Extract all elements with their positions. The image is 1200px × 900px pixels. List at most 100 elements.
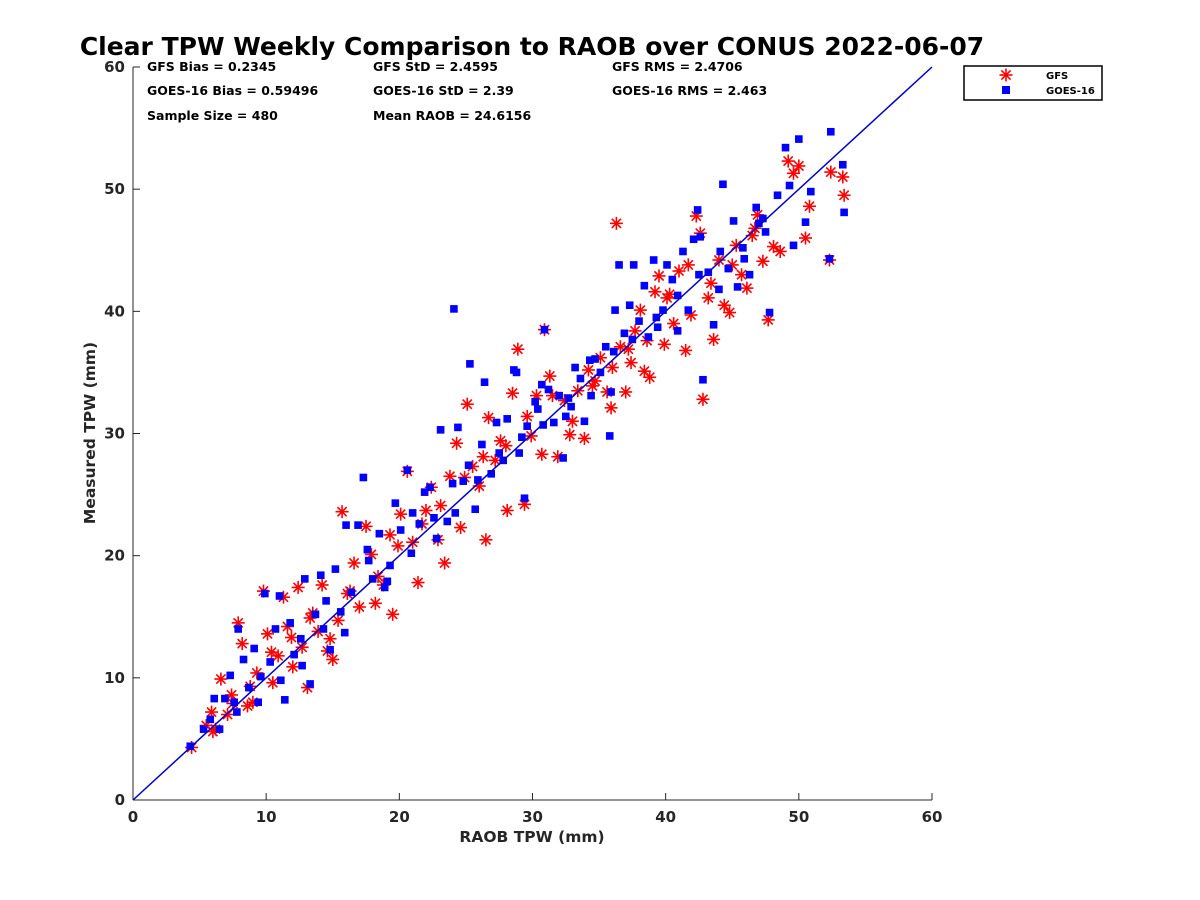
goes-16-point — [838, 160, 847, 169]
gfs-point — [696, 392, 710, 406]
x-tick-label: 40 — [655, 808, 676, 826]
gfs-rms-stat: GFS RMS = 2.4706 — [612, 59, 743, 74]
goes-16-point — [186, 742, 195, 751]
gfs-point — [781, 154, 795, 168]
goes-16-point — [459, 477, 468, 485]
goes-16-point — [580, 417, 589, 426]
goes-16-point — [840, 208, 848, 217]
goes-16-point — [512, 368, 521, 377]
sample-size-stat: Sample Size = 480 — [147, 108, 278, 123]
goes-16-point — [550, 418, 558, 427]
gfs-point — [323, 632, 337, 646]
gfs-point — [419, 503, 433, 517]
goes-16-point — [571, 363, 579, 372]
goes-16-point — [300, 575, 309, 583]
goes-16-point — [740, 255, 749, 263]
legend: GFS GOES-16 — [963, 65, 1103, 101]
gfs-point — [802, 199, 816, 213]
gfs-point — [286, 660, 300, 674]
goes-16-point — [448, 479, 457, 488]
gfs-point — [315, 578, 329, 592]
gfs-point — [735, 268, 749, 282]
goes-16-point — [596, 368, 605, 377]
goes-16-point — [789, 241, 798, 250]
goes-16-point — [699, 375, 707, 384]
goes-16-point — [492, 418, 501, 427]
gfs-point — [648, 285, 662, 299]
gfs-point — [347, 556, 361, 570]
goes-16-point — [430, 513, 438, 522]
gfs-point — [543, 369, 557, 383]
goes-16-point — [615, 261, 623, 269]
gfs-point — [767, 240, 781, 254]
gfs-point — [460, 397, 474, 411]
goes-16-point — [773, 191, 782, 200]
goes-std-stat: GOES-16 StD = 2.39 — [373, 83, 514, 98]
goes-16-point — [781, 143, 790, 152]
goes-16-point — [386, 561, 394, 570]
goes-16-point — [559, 454, 567, 462]
gfs-point — [717, 298, 731, 312]
goes-16-point — [544, 385, 553, 394]
goes-rms-stat: GOES-16 RMS = 2.463 — [612, 83, 767, 98]
gfs-point — [450, 436, 464, 450]
goes-16-point — [383, 577, 392, 586]
gfs-point — [660, 291, 674, 305]
goes-16-point — [230, 698, 239, 707]
legend-gfs-label: GFS — [1046, 71, 1068, 82]
goes-16-point — [471, 505, 480, 514]
gfs-point — [701, 291, 715, 305]
goes-16-point — [375, 529, 384, 538]
gfs-point — [476, 450, 490, 464]
goes-16-point — [825, 255, 834, 263]
gfs-point — [798, 231, 812, 245]
goes-16-point — [336, 608, 345, 616]
gfs-point — [619, 385, 633, 399]
goes-16-point — [531, 397, 539, 406]
goes-16-point — [474, 476, 482, 484]
goes-16-point — [719, 180, 727, 189]
x-tick-label: 60 — [922, 808, 943, 826]
goes-16-point — [322, 597, 330, 605]
goes-16-point — [286, 619, 294, 627]
goes-16-point — [420, 488, 429, 496]
goes-16-point — [210, 694, 219, 703]
goes-16-point — [679, 247, 687, 256]
gfs-point — [657, 337, 671, 351]
goes-16-point — [487, 470, 496, 478]
gfs-point — [438, 556, 452, 570]
goes-16-point — [340, 628, 349, 637]
goes-16-point — [199, 725, 208, 733]
goes-16-point — [290, 650, 298, 659]
gfs-std-stat: GFS StD = 2.4595 — [373, 59, 498, 74]
gfs-point — [761, 313, 775, 327]
goes-16-point — [695, 270, 703, 279]
x-tick-label: 10 — [256, 808, 277, 826]
goes-16-point — [689, 235, 698, 244]
gfs-point — [506, 386, 520, 400]
gfs-point — [411, 576, 425, 590]
goes-16-point — [609, 347, 618, 356]
goes-16-point — [464, 461, 473, 470]
goes-16-point — [432, 534, 441, 543]
gfs-point — [604, 401, 618, 415]
x-tick-label: 20 — [389, 808, 410, 826]
gfs-point — [391, 539, 405, 553]
gfs-point — [434, 499, 448, 513]
goes-16-point — [785, 181, 794, 190]
gfs-point — [667, 317, 681, 331]
goes-16-point — [436, 426, 445, 434]
goes-16-point — [215, 725, 224, 733]
goes-16-point — [520, 494, 529, 503]
y-tick-label: 10 — [104, 669, 125, 687]
y-axis-label: Measured TPW (mm) — [81, 342, 99, 524]
gfs-point — [621, 342, 635, 356]
goes-16-point — [518, 433, 526, 441]
goes-16-point — [625, 301, 634, 310]
gfs-point — [577, 431, 591, 445]
goes-16-point — [266, 658, 274, 666]
gfs-point — [520, 409, 534, 423]
goes-16-point — [206, 715, 215, 724]
goes-16-point — [628, 335, 637, 344]
gfs-point — [836, 170, 850, 184]
